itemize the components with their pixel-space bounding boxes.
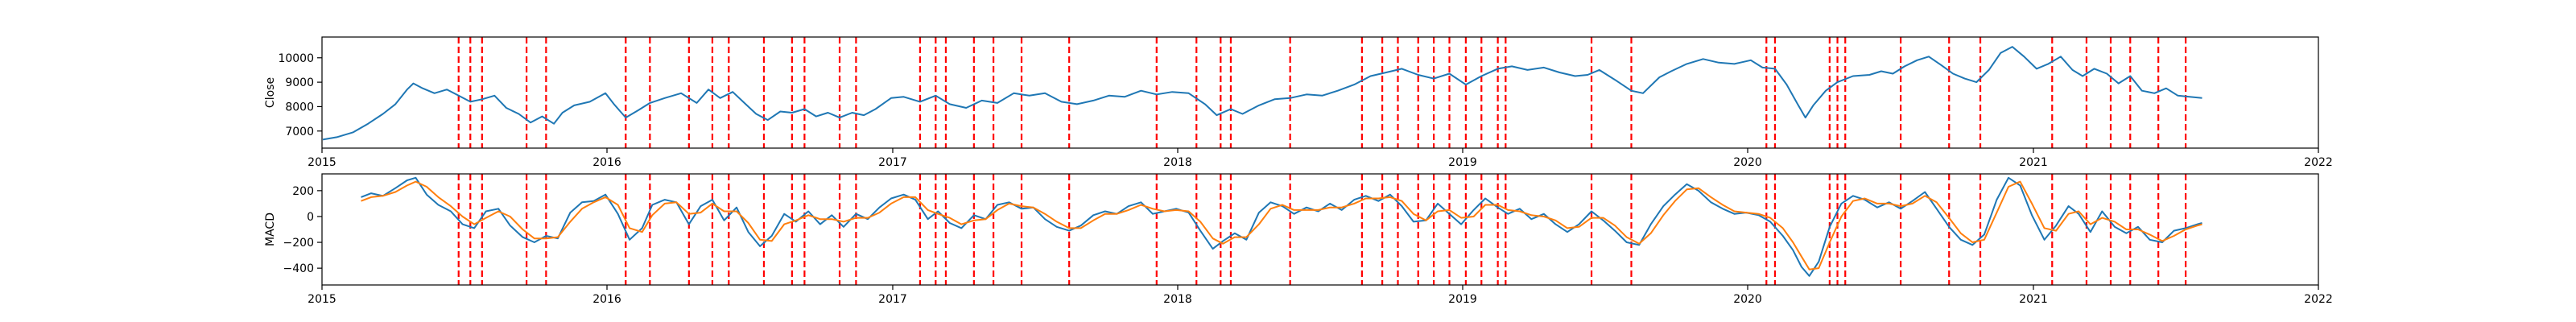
series-line-1	[361, 176, 2202, 277]
subplot-1: 2015 2016 2017 2018 2019 2020 2021 2022 7000 8000…	[264, 36, 2333, 169]
x-tick-label-2016: 2016	[592, 293, 621, 306]
x-tick-label-2022: 2022	[2304, 156, 2333, 169]
subplot-2: 2015 2016 2017 2018 2019 2020 2021 2022 200 0 −200…	[264, 173, 2333, 306]
y-tick-label-200: 200	[292, 185, 314, 198]
x-tick-label-2019: 2019	[1448, 156, 1477, 169]
plot-area	[322, 37, 2202, 148]
y-tick-label--200: −200	[283, 237, 314, 250]
x-tick-label-2019: 2019	[1448, 293, 1477, 306]
x-tick-label-2015: 2015	[308, 156, 336, 169]
y-axis-label-macd: MACD	[264, 213, 277, 246]
y-tick-label--400: −400	[283, 262, 314, 275]
y-tick-label-0: 0	[307, 211, 314, 224]
y-tick-label-8000: 8000	[285, 101, 314, 114]
y-tick-label-10000: 10000	[278, 52, 314, 65]
plot-area	[361, 174, 2202, 285]
x-tick-label-2017: 2017	[878, 293, 907, 306]
x-tick-label-2018: 2018	[1163, 293, 1192, 306]
axes-frame	[321, 173, 2319, 286]
y-tick-label-9000: 9000	[285, 76, 314, 89]
x-tick-label-2018: 2018	[1163, 156, 1192, 169]
axes-frame	[321, 36, 2319, 149]
series-line-1	[322, 46, 2202, 141]
x-tick-label-2021: 2021	[2019, 293, 2048, 306]
x-tick-label-2020: 2020	[1733, 156, 1762, 169]
x-tick-label-2020: 2020	[1733, 293, 1762, 306]
series-line-2	[361, 180, 2202, 270]
x-tick-label-2016: 2016	[592, 156, 621, 169]
x-tick-label-2021: 2021	[2019, 156, 2048, 169]
y-tick-label-7000: 7000	[285, 126, 314, 138]
x-tick-label-2022: 2022	[2304, 293, 2333, 306]
y-axis-label-close: Close	[264, 77, 277, 108]
x-tick-label-2015: 2015	[308, 293, 336, 306]
x-tick-label-2017: 2017	[878, 156, 907, 169]
